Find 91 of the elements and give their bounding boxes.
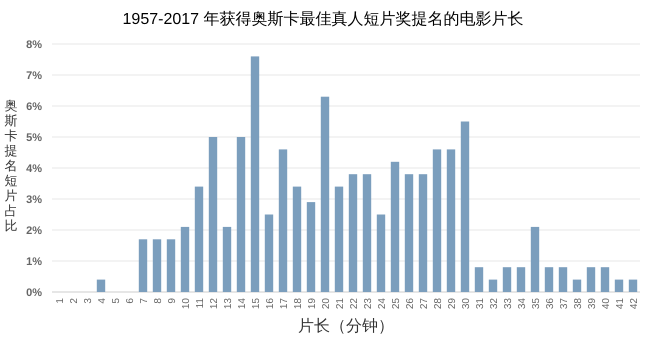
bar xyxy=(222,226,232,292)
x-tick-label: 37 xyxy=(559,298,570,310)
bar xyxy=(334,186,344,292)
bar xyxy=(432,149,442,292)
bar xyxy=(390,162,400,292)
bar xyxy=(236,137,246,292)
text: 奥斯卡提名短片占比 xyxy=(4,98,18,233)
x-tick-label: 4 xyxy=(97,298,108,304)
x-tick-label: 1 xyxy=(55,298,66,304)
bar xyxy=(628,280,638,292)
y-tick-label: 6% xyxy=(26,101,42,113)
x-tick-label: 39 xyxy=(587,298,598,310)
x-tick-label: 38 xyxy=(573,298,584,310)
x-tick-label: 15 xyxy=(251,298,262,310)
x-tick-label: 24 xyxy=(377,298,388,310)
bar xyxy=(530,226,540,292)
bar xyxy=(544,267,554,292)
x-tick-label: 17 xyxy=(279,298,290,310)
y-tick-label: 0% xyxy=(26,287,42,299)
bar xyxy=(278,149,288,292)
x-tick-label: 12 xyxy=(209,298,220,310)
bar xyxy=(138,239,148,292)
bar xyxy=(376,214,386,292)
bar xyxy=(516,267,526,292)
bar xyxy=(586,267,596,292)
x-tick-label: 41 xyxy=(615,298,626,310)
y-tick-label: 5% xyxy=(26,132,42,144)
bar xyxy=(600,267,610,292)
x-tick-label: 31 xyxy=(475,298,486,310)
x-tick-label: 14 xyxy=(237,298,248,310)
bar xyxy=(460,122,470,292)
bar xyxy=(96,280,106,292)
bar xyxy=(306,202,316,292)
x-tick-label: 10 xyxy=(181,298,192,310)
x-axis-title: 片长（分钟） xyxy=(298,317,394,335)
x-tick-label: 35 xyxy=(531,298,542,310)
y-tick-label: 7% xyxy=(26,70,42,82)
bar xyxy=(404,174,414,292)
x-tick-label: 8 xyxy=(153,298,164,304)
x-tick-label: 20 xyxy=(321,298,332,310)
chart-title: 1957-2017 年获得奥斯卡最佳真人短片奖提名的电影片长 xyxy=(122,10,524,28)
bar xyxy=(250,56,260,292)
x-tick-label: 30 xyxy=(461,298,472,310)
x-tick-label: 40 xyxy=(601,298,612,310)
x-tick-label: 36 xyxy=(545,298,556,310)
y-tick-label: 2% xyxy=(26,225,42,237)
x-tick-label: 32 xyxy=(489,298,500,310)
x-tick-label: 3 xyxy=(83,298,94,304)
x-tick-label: 18 xyxy=(293,298,304,310)
bar xyxy=(152,239,162,292)
x-tick-label: 22 xyxy=(349,298,360,310)
bar xyxy=(474,267,484,292)
bar xyxy=(292,186,302,292)
bar xyxy=(488,280,498,292)
x-tick-label: 9 xyxy=(167,298,178,304)
bar xyxy=(614,280,624,292)
bar xyxy=(362,174,372,292)
x-tick-label: 34 xyxy=(517,298,528,310)
x-tick-label: 42 xyxy=(629,298,640,310)
bar xyxy=(502,267,512,292)
bar xyxy=(180,226,190,292)
x-tick-label: 25 xyxy=(391,298,402,310)
bar xyxy=(446,149,456,292)
x-tick-label: 28 xyxy=(433,298,444,310)
bar xyxy=(320,96,330,292)
x-tick-label: 5 xyxy=(111,298,122,304)
bar xyxy=(558,267,568,292)
bar xyxy=(348,174,358,292)
bar xyxy=(194,186,204,292)
x-tick-label: 13 xyxy=(223,298,234,310)
x-tick-label: 2 xyxy=(69,298,80,304)
x-tick-label: 6 xyxy=(125,298,136,304)
y-tick-label: 3% xyxy=(26,194,42,206)
bar xyxy=(572,280,582,292)
x-tick-label: 21 xyxy=(335,298,346,310)
x-tick-label: 7 xyxy=(139,298,150,304)
x-tick-label: 23 xyxy=(363,298,374,310)
bar xyxy=(166,239,176,292)
x-tick-label: 33 xyxy=(503,298,514,310)
bar xyxy=(208,137,218,292)
x-tick-label: 11 xyxy=(195,298,206,308)
x-tick-label: 27 xyxy=(419,298,430,310)
x-tick-label: 26 xyxy=(405,298,416,310)
x-tick-label: 29 xyxy=(447,298,458,310)
bar xyxy=(264,214,274,292)
x-tick-label: 19 xyxy=(307,298,318,310)
y-tick-label: 4% xyxy=(26,163,42,175)
y-tick-label: 1% xyxy=(26,256,42,268)
bar xyxy=(418,174,428,292)
x-tick-label: 16 xyxy=(265,298,276,310)
y-tick-label: 8% xyxy=(26,39,42,51)
